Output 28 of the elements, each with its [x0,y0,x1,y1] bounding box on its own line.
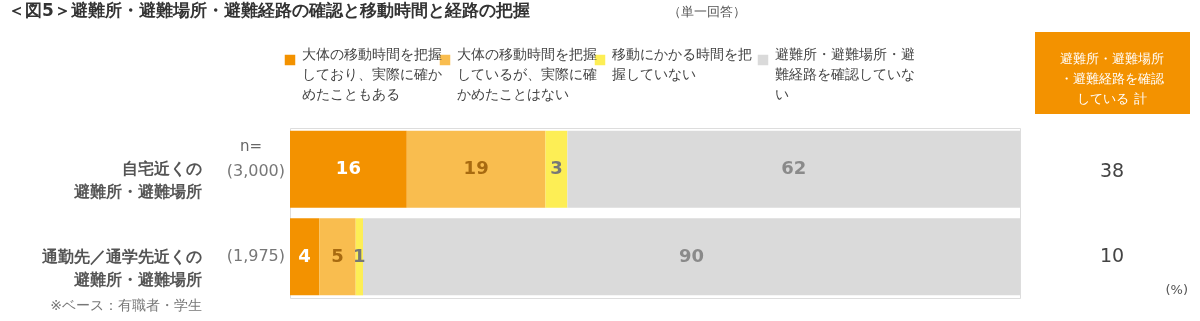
y-tick-label: 自宅近くの避難所・避難場所 [73,159,202,202]
bar [545,130,568,208]
bar [319,218,356,296]
legend-label: 大体の移動時間を把握しているが、実際に確かめたことはない [457,46,597,102]
text: ※ベース：有職者・学生 [50,297,202,313]
data-label: 90 [678,244,705,266]
bar [406,130,546,208]
chart-subtitle: （単一回答） [668,4,746,19]
data-label: 19 [463,157,489,179]
chart-title: ＜図5＞避難所・避難場所・避難経路の確認と移動時間と経路の把握 [8,0,530,20]
text: n= [239,137,262,155]
data-label: 62 [781,157,807,179]
text: (3,000) [226,160,285,180]
text: (%) [1165,282,1188,297]
data-label: 5 [331,244,344,266]
y-tick-label: 通勤先／通学先近くの避難所・避難場所 [41,246,202,289]
legend-label: 移動にかかる時間を把握していない [612,46,752,82]
legend-label: 避難所・避難場所・避難経路を確認していない [775,46,915,102]
bar [290,218,320,296]
data-label: 4 [298,244,311,266]
bar [290,130,407,208]
data-label: 3 [550,157,563,179]
text: 10 [1099,243,1125,266]
data-label: 16 [335,157,361,179]
legend-label: 大体の移動時間を把握しており、実際に確かめたこともある [302,46,442,102]
text: 38 [1099,158,1125,181]
text: 避難所・避難場所・避難経路を確認している 計 [1060,51,1164,106]
text: (1,975) [226,245,285,265]
